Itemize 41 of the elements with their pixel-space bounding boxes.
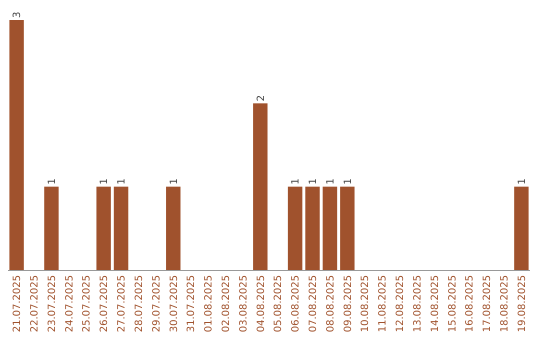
x-tick-label: 18.08.2025 (499, 275, 510, 332)
x-tick-label: 17.08.2025 (482, 275, 494, 332)
x-tick-label: 13.08.2025 (412, 275, 424, 332)
x-tick-label: 11.08.2025 (378, 275, 389, 332)
x-tick-label: 03.08.2025 (238, 275, 250, 332)
x-tick-label: 30.07.2025 (168, 275, 180, 332)
x-tick-label: 28.07.2025 (134, 275, 145, 332)
x-tick-label: 01.08.2025 (204, 275, 215, 332)
data-label: 1 (290, 178, 302, 185)
x-tick-label: 21.07.2025 (12, 275, 24, 332)
data-label: 1 (342, 178, 354, 185)
x-tick-label: 31.07.2025 (186, 275, 198, 332)
data-label: 1 (325, 178, 336, 185)
x-tick-label: 16.08.2025 (464, 275, 476, 332)
x-tick-label: 04.08.2025 (256, 275, 267, 332)
x-tick-label: 15.08.2025 (447, 275, 458, 332)
data-label: 1 (116, 178, 128, 185)
data-label: 1 (168, 178, 180, 185)
x-tick-label: 22.07.2025 (30, 275, 41, 332)
data-label: 1 (516, 178, 528, 185)
x-tick-label: 12.08.2025 (395, 275, 406, 332)
data-label: 1 (99, 178, 110, 185)
x-tick-label: 19.08.2025 (516, 275, 528, 332)
x-tick-label: 14.08.2025 (430, 275, 441, 332)
data-label: 1 (46, 178, 58, 185)
x-tick-label: 27.07.2025 (116, 275, 128, 332)
data-label: 2 (256, 94, 267, 102)
x-tick-label: 02.08.2025 (220, 275, 232, 332)
data-label: 3 (12, 12, 24, 18)
x-tick-label: 26.07.2025 (99, 275, 110, 332)
data-label: 1 (308, 178, 320, 185)
x-tick-label: 07.08.2025 (308, 275, 320, 332)
x-tick-label: 09.08.2025 (342, 275, 354, 332)
x-tick-label: 24.07.2025 (64, 275, 76, 332)
x-tick-label: 10.08.2025 (360, 275, 372, 332)
x-tick-label: 06.08.2025 (290, 275, 302, 332)
x-tick-label: 05.08.2025 (273, 275, 284, 332)
x-tick-label: 23.07.2025 (46, 275, 58, 332)
x-tick-label: 25.07.2025 (82, 275, 93, 332)
x-tick-label: 08.08.2025 (325, 275, 336, 332)
x-tick-label: 29.07.2025 (151, 275, 162, 332)
